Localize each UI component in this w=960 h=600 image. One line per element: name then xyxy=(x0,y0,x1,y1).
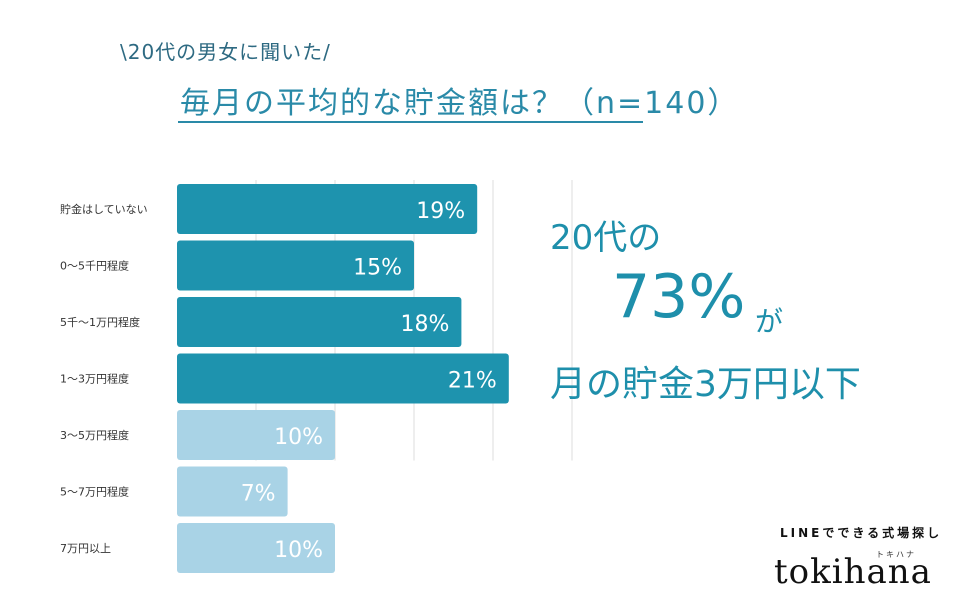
bar-value-label: 10% xyxy=(274,538,323,563)
bar-3 xyxy=(177,297,462,347)
highlight-line-4: 月の貯金3万円以下 xyxy=(550,364,861,405)
bar-7 xyxy=(177,523,335,573)
highlight-line-1: 20代の xyxy=(550,218,662,258)
bar-value-label: 15% xyxy=(353,256,402,281)
category-label: 5〜7万円程度 xyxy=(60,485,129,499)
bar-value-label: 10% xyxy=(274,425,323,450)
brand-kana: トキハナ xyxy=(876,550,916,559)
bar-5 xyxy=(177,410,335,460)
category-label: 1〜3万円程度 xyxy=(60,372,129,386)
category-label: 5千〜1万円程度 xyxy=(60,315,140,329)
chart-subtitle: \20代の男女に聞いた/ xyxy=(120,40,331,64)
bar-6 xyxy=(177,466,288,517)
bar-value-label: 19% xyxy=(416,199,465,224)
brand-logo: tokihana xyxy=(774,552,932,592)
bar-value-label: 18% xyxy=(400,312,449,337)
bar-2 xyxy=(177,240,414,291)
highlight-percentage: 73% xyxy=(612,262,746,332)
brand-tagline: LINEでできる式場探し xyxy=(780,526,943,540)
chart-title: 毎月の平均的な貯金額は？（n=140） xyxy=(180,86,740,121)
category-label: 0〜5千円程度 xyxy=(60,259,129,273)
bar-value-label: 21% xyxy=(448,369,497,394)
category-label: 7万円以上 xyxy=(60,542,111,555)
title-underline xyxy=(178,121,643,123)
bar-value-label: 7% xyxy=(241,482,276,507)
category-label: 貯金はしていない xyxy=(60,202,148,216)
category-label: 3〜5万円程度 xyxy=(60,428,129,442)
bar-4 xyxy=(177,353,509,404)
highlight-line-3: が xyxy=(755,305,784,338)
bar-1 xyxy=(177,184,478,234)
